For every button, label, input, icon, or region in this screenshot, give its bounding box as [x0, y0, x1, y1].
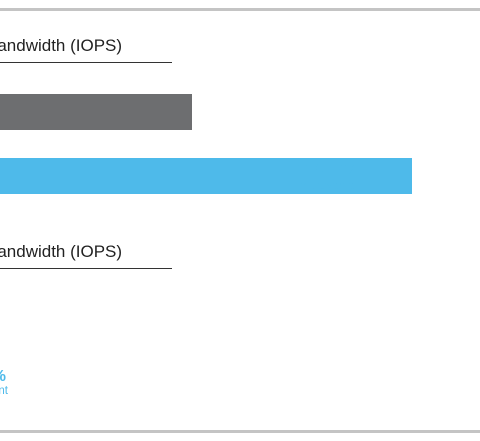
group-1-improvement-label: Improvement — [297, 180, 365, 192]
top-divider — [0, 8, 480, 11]
bottom-divider — [0, 430, 480, 433]
group-1-bar-improved — [0, 158, 412, 194]
group-1-title: Bandwidth (IOPS) — [0, 36, 172, 63]
group-2-improvement-value: % — [0, 368, 6, 386]
group-2-improvement-label: nt — [0, 385, 8, 397]
group-2-title: Bandwidth (IOPS) — [0, 242, 172, 269]
group-1-improvement-value: 114.57% — [297, 161, 360, 178]
group-1-bar-baseline — [0, 94, 192, 130]
